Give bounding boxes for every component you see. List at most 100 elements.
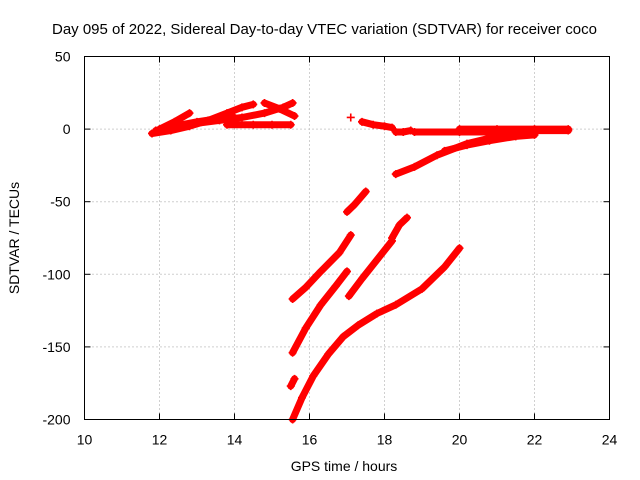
axes: 10 12 14 16 18 20 22 24 -200 -150 -100 -50 0 50 bbox=[42, 49, 617, 448]
data-point-marker bbox=[290, 374, 299, 383]
data-point-marker bbox=[288, 98, 297, 107]
data-point-marker bbox=[440, 263, 449, 272]
data-point-marker bbox=[155, 125, 164, 134]
series-trace bbox=[345, 237, 396, 300]
data-point-marker bbox=[391, 128, 400, 137]
series-arc-8 bbox=[288, 267, 351, 357]
x-tick-label: 20 bbox=[452, 432, 468, 448]
data-point-marker bbox=[286, 382, 295, 391]
y-tick-label: -150 bbox=[42, 339, 70, 355]
data-point-marker bbox=[433, 151, 441, 160]
x-tick-label: 16 bbox=[302, 432, 318, 448]
data-point-marker bbox=[343, 267, 351, 276]
data-point-marker bbox=[361, 187, 370, 196]
series-trace bbox=[289, 231, 355, 303]
series-arc-9 bbox=[286, 374, 299, 391]
data-point-marker bbox=[373, 309, 381, 318]
series-arc-7 bbox=[288, 231, 355, 303]
y-tick-label: 0 bbox=[63, 121, 71, 137]
data-point-marker bbox=[350, 200, 359, 209]
y-axis-label: SDTVAR / TECUs bbox=[6, 182, 22, 294]
data-point-marker bbox=[391, 170, 400, 179]
series-arc-15 bbox=[358, 117, 396, 132]
data-point-marker bbox=[418, 284, 426, 293]
data-point-marker bbox=[301, 283, 310, 292]
x-tick-label: 18 bbox=[377, 432, 393, 448]
data-point-marker bbox=[238, 103, 246, 112]
data-point-marker bbox=[324, 350, 333, 359]
data-point-marker bbox=[344, 292, 353, 301]
data-point-marker bbox=[268, 120, 276, 129]
data-point-marker bbox=[358, 274, 366, 283]
data-point-marker bbox=[343, 207, 351, 216]
data-point-marker bbox=[249, 120, 258, 129]
data-point-marker bbox=[530, 130, 539, 139]
y-tick-label: 50 bbox=[55, 49, 71, 65]
data-point-marker bbox=[211, 114, 220, 123]
data-point-marker bbox=[230, 113, 239, 122]
series-arc-11 bbox=[343, 187, 370, 216]
data-point-marker bbox=[455, 244, 464, 253]
x-tick-label: 12 bbox=[152, 432, 168, 448]
chart-title: Day 095 of 2022, Sidereal Day-to-day VTE… bbox=[52, 21, 597, 38]
data-point-marker bbox=[260, 98, 269, 107]
data-point-marker bbox=[301, 324, 310, 333]
data-point-marker bbox=[286, 120, 295, 129]
series-arc-16 bbox=[391, 126, 415, 137]
data-point-marker bbox=[346, 231, 355, 240]
data-point-marker bbox=[260, 109, 269, 118]
data-point-marker bbox=[380, 122, 389, 131]
data-point-marker bbox=[369, 120, 378, 129]
series-arc-18 bbox=[455, 125, 573, 134]
y-tick-label: -100 bbox=[42, 266, 70, 282]
data-point-marker bbox=[395, 220, 404, 229]
series-arc-6 bbox=[260, 98, 299, 121]
data-point-marker bbox=[331, 281, 340, 290]
data-point-marker bbox=[440, 146, 449, 155]
data-point-marker bbox=[316, 300, 325, 309]
y-tick-label: -50 bbox=[50, 194, 70, 210]
data-point-marker bbox=[391, 300, 400, 309]
series-arc-5 bbox=[223, 120, 295, 129]
data-point-marker bbox=[410, 128, 419, 137]
data-point-marker bbox=[373, 255, 381, 264]
series-arc-3 bbox=[155, 109, 194, 134]
x-axis-label: GPS time / hours bbox=[291, 458, 398, 474]
x-tick-label: 14 bbox=[227, 432, 243, 448]
series-trace bbox=[343, 188, 370, 216]
data-point-marker bbox=[388, 234, 396, 242]
data-point-marker bbox=[339, 332, 348, 341]
y-tick-label: -200 bbox=[42, 412, 70, 428]
data-point-marker bbox=[463, 141, 471, 150]
data-point-marker bbox=[193, 117, 201, 126]
data-point-marker bbox=[455, 125, 464, 134]
series-arc-10 bbox=[288, 244, 464, 424]
series-arc-13 bbox=[388, 213, 411, 242]
data-point-marker bbox=[223, 120, 231, 129]
data-series bbox=[148, 98, 573, 424]
data-point-marker bbox=[511, 132, 520, 141]
data-point-marker bbox=[410, 162, 419, 171]
data-point-marker bbox=[249, 100, 258, 109]
data-point-marker bbox=[358, 117, 366, 126]
data-point-marker bbox=[170, 117, 179, 126]
data-point-marker bbox=[185, 109, 194, 118]
series-arc-20 bbox=[440, 130, 539, 155]
series-trace bbox=[178, 114, 238, 129]
x-tick-label: 22 bbox=[527, 432, 543, 448]
series-arc-4 bbox=[178, 113, 239, 129]
data-point-marker bbox=[298, 393, 306, 402]
series-arc-12 bbox=[344, 236, 396, 301]
data-point-marker bbox=[564, 125, 573, 134]
series-arc-14 bbox=[346, 113, 355, 122]
x-tick-label: 10 bbox=[77, 432, 93, 448]
data-point-marker bbox=[309, 371, 318, 380]
data-point-marker bbox=[288, 294, 297, 303]
data-point-marker bbox=[399, 128, 408, 137]
data-point-marker bbox=[493, 125, 501, 134]
data-point-marker bbox=[335, 248, 344, 257]
data-point-marker bbox=[178, 120, 186, 129]
data-point-marker bbox=[288, 348, 297, 357]
data-point-marker bbox=[485, 136, 494, 145]
data-point-marker bbox=[403, 213, 411, 222]
